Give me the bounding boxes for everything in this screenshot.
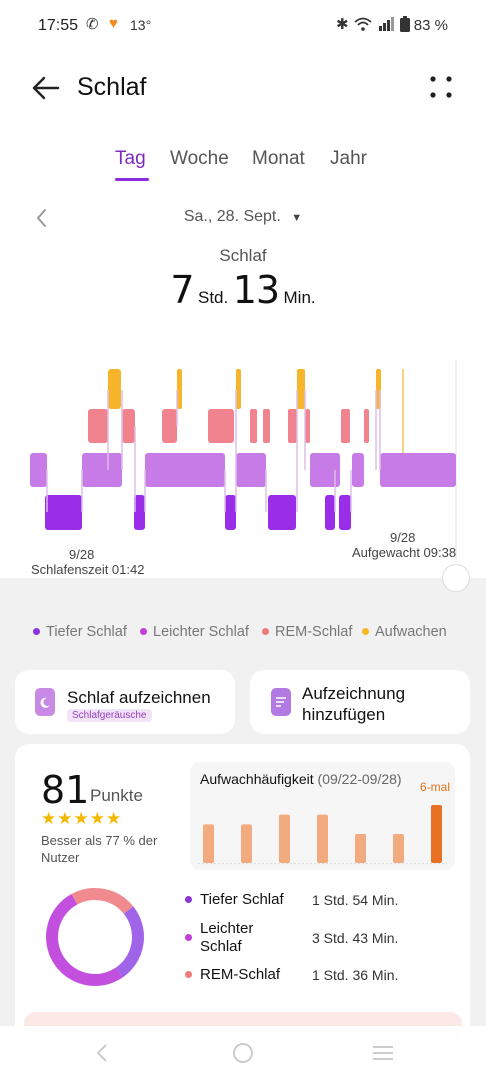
rem-segments xyxy=(88,409,369,443)
sleep-stage-chart xyxy=(30,360,457,560)
wake-bar xyxy=(355,834,366,863)
status-time: 17:55 xyxy=(38,17,79,34)
deep-sleep-name: Tiefer Schlaf xyxy=(200,891,284,908)
active-tab-indicator xyxy=(115,178,149,181)
donut-segment xyxy=(46,894,123,986)
legend-deep: Tiefer Schlaf xyxy=(33,624,127,640)
deep-sleep-value: 1 Std. 54 Min. xyxy=(312,892,399,908)
sleep-score-value: 81 xyxy=(41,768,90,812)
sleep-recorder-icon xyxy=(35,688,55,716)
chart-end-label: Aufgewacht 09:38 xyxy=(352,545,457,560)
add-record-label: Aufzeichnung hinzufügen xyxy=(302,684,406,724)
battery-icon xyxy=(400,16,410,32)
date-selector[interactable]: Sa., 28. Sept. ▼ xyxy=(0,208,486,226)
sleep-minutes: 13 xyxy=(232,268,280,312)
wake-frequency-highlight: 6-mal xyxy=(420,780,451,794)
light-segments xyxy=(30,453,456,487)
wake-bar xyxy=(203,824,214,863)
date-text: Sa., 28. Sept. xyxy=(183,208,281,225)
nav-home-icon[interactable] xyxy=(230,1040,256,1066)
deep-segments xyxy=(45,495,351,530)
sleep-minutes-unit: Min. xyxy=(283,288,316,307)
page-title: Schlaf xyxy=(77,73,147,101)
record-sleep-button[interactable]: Schlaf aufzeichnen Schlafgeräusche xyxy=(15,670,235,734)
tab-day[interactable]: Tag xyxy=(115,148,146,169)
stage-transition-lines xyxy=(46,390,381,512)
sleep-label: Schlaf xyxy=(219,246,267,265)
chart-start-date: 9/28 xyxy=(69,547,95,562)
rating-stars: ★★★★★ xyxy=(41,809,123,828)
bluetooth-icon: ✱ xyxy=(336,16,349,33)
chart-scrub-handle[interactable] xyxy=(442,564,470,592)
record-sleep-label: Schlaf aufzeichnen xyxy=(67,688,211,707)
sleep-total: 7 Std. 13 Min. xyxy=(0,268,486,312)
wake-bar xyxy=(241,824,252,863)
sleep-score-unit: Punkte xyxy=(90,786,143,805)
donut-segment xyxy=(71,888,134,915)
tab-month[interactable]: Monat xyxy=(252,148,305,169)
back-arrow-icon[interactable] xyxy=(30,72,62,104)
signal-icon xyxy=(379,17,394,31)
sleep-sounds-badge: Schlafgeräusche xyxy=(67,709,152,722)
score-comparison: Besser als 77 % der Nutzer xyxy=(41,833,158,865)
rem-sleep-dot xyxy=(185,971,192,978)
light-sleep-dot xyxy=(185,934,192,941)
whatsapp-icon: ✆ xyxy=(86,16,99,33)
rem-sleep-value: 1 Std. 36 Min. xyxy=(312,967,399,983)
wake-bar xyxy=(431,805,442,863)
chart-end-date: 9/28 xyxy=(390,530,416,545)
status-bar: 17:55 ✆ ♥ 13° ✱ 83 % xyxy=(0,0,486,52)
previous-day-chevron-icon[interactable] xyxy=(33,206,51,230)
wifi-icon xyxy=(354,17,372,31)
donut-segment xyxy=(115,906,144,978)
dropdown-triangle-icon: ▼ xyxy=(291,212,303,224)
tab-week[interactable]: Woche xyxy=(170,148,229,169)
legend-light: Leichter Schlaf xyxy=(140,624,249,640)
wake-frequency-title: Aufwachhäufigkeit (09/22-09/28) xyxy=(200,771,402,787)
system-nav-bar xyxy=(0,1026,486,1080)
more-options-icon[interactable] xyxy=(428,74,454,100)
wake-bar xyxy=(317,814,328,863)
temperature-text: 13° xyxy=(130,17,152,33)
nav-back-icon[interactable] xyxy=(90,1040,116,1066)
wake-frequency-bars xyxy=(198,805,447,864)
tab-year[interactable]: Jahr xyxy=(330,148,367,169)
wake-bar xyxy=(279,814,290,863)
deep-sleep-dot xyxy=(185,896,192,903)
add-note-icon xyxy=(271,688,291,716)
light-sleep-name: Leichter Schlaf xyxy=(200,920,254,955)
rem-sleep-name: REM-Schlaf xyxy=(200,966,281,983)
health-app-icon: ♥ xyxy=(109,15,118,32)
chart-start-label: Schlafenszeit 01:42 xyxy=(31,562,145,577)
light-sleep-value: 3 Std. 43 Min. xyxy=(312,930,399,946)
legend-awake: Aufwachen xyxy=(362,624,447,640)
nav-recents-icon[interactable] xyxy=(370,1040,396,1066)
sleep-hours-unit: Std. xyxy=(198,288,229,307)
add-record-button[interactable]: Aufzeichnung hinzufügen xyxy=(250,670,470,734)
battery-percent: 83 % xyxy=(413,17,448,34)
sleep-stage-donut xyxy=(46,888,144,986)
awake-segments xyxy=(108,369,381,409)
wake-bar xyxy=(393,834,404,863)
sleep-hours: 7 xyxy=(170,268,194,312)
legend-rem: REM-Schlaf xyxy=(262,624,352,640)
